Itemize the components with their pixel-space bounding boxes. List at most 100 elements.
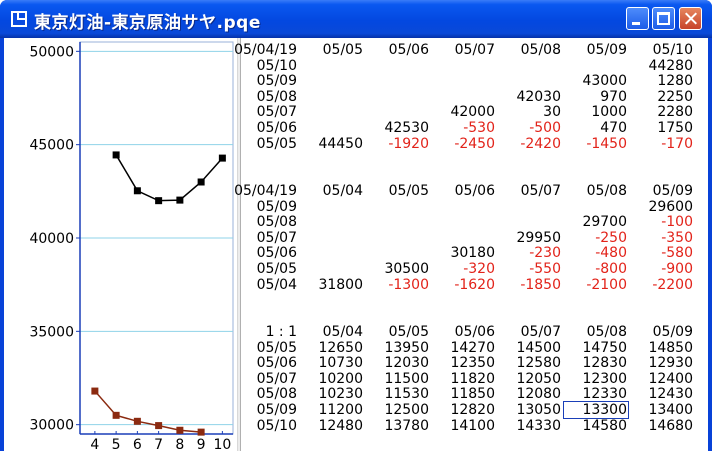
- table-cell[interactable]: -1920: [388, 135, 429, 152]
- table-row-label[interactable]: 05/06: [256, 355, 297, 372]
- close-button[interactable]: [679, 7, 702, 30]
- table-cell[interactable]: 12820: [450, 402, 495, 418]
- table-cell[interactable]: 10230: [318, 386, 363, 403]
- table-cell[interactable]: 970: [600, 88, 627, 105]
- table-cell[interactable]: 12500: [384, 402, 429, 418]
- table-cell[interactable]: 12830: [582, 355, 627, 372]
- table-cell[interactable]: 43000: [582, 73, 627, 90]
- table-header-cell[interactable]: 05/05: [322, 42, 363, 58]
- table-cell[interactable]: 29600: [648, 198, 693, 215]
- table-cell[interactable]: 14580: [582, 417, 627, 434]
- table-header-cell[interactable]: 05/08: [586, 324, 627, 340]
- table-cell[interactable]: 13300: [582, 402, 627, 418]
- table-cell[interactable]: 12030: [384, 355, 429, 372]
- table-cell[interactable]: 14680: [648, 417, 693, 434]
- table-cell[interactable]: -230: [529, 245, 561, 262]
- table-row-label[interactable]: 05/09: [256, 73, 297, 90]
- table-cell[interactable]: 14500: [516, 339, 561, 356]
- table-header-cell[interactable]: 05/09: [586, 42, 627, 58]
- table-cell[interactable]: 12930: [648, 355, 693, 372]
- table-cell[interactable]: 12650: [318, 339, 363, 356]
- table-cell[interactable]: 29950: [516, 229, 561, 246]
- table-row-label[interactable]: 05/07: [256, 104, 297, 121]
- table-header-cell[interactable]: 05/04/19: [234, 183, 297, 199]
- table-cell[interactable]: 12050: [516, 370, 561, 387]
- table-cell[interactable]: -2200: [652, 276, 693, 293]
- table-cell[interactable]: 13780: [384, 417, 429, 434]
- table-cell[interactable]: 14850: [648, 339, 693, 356]
- table-cell[interactable]: -2420: [520, 135, 561, 152]
- table-cell[interactable]: 30: [543, 104, 561, 121]
- table-cell[interactable]: -550: [529, 261, 561, 277]
- table-header-cell[interactable]: 05/07: [520, 183, 561, 199]
- table-cell[interactable]: -1300: [388, 276, 429, 293]
- table-cell[interactable]: -350: [661, 229, 693, 246]
- table-row-label[interactable]: 05/06: [256, 245, 297, 262]
- table-cell[interactable]: 30500: [384, 261, 429, 277]
- table-cell[interactable]: -100: [661, 214, 693, 231]
- table-row-label[interactable]: 05/10: [256, 57, 297, 74]
- table-cell[interactable]: 1000: [591, 104, 627, 121]
- table-cell[interactable]: 11530: [384, 386, 429, 403]
- table-cell[interactable]: 31800: [318, 276, 363, 293]
- table-cell[interactable]: 13400: [648, 402, 693, 418]
- table-cell[interactable]: 14750: [582, 339, 627, 356]
- table-cell[interactable]: -1850: [520, 276, 561, 293]
- table-cell[interactable]: 1750: [657, 120, 693, 136]
- table-cell[interactable]: 14270: [450, 339, 495, 356]
- table-cell[interactable]: 12300: [582, 370, 627, 387]
- table-cell[interactable]: 11850: [450, 386, 495, 403]
- table-cell[interactable]: 10200: [318, 370, 363, 387]
- table-row-label[interactable]: 05/06: [256, 120, 297, 136]
- table-row-label[interactable]: 05/10: [256, 417, 297, 434]
- table-header-cell[interactable]: 05/06: [454, 183, 495, 199]
- table-header-cell[interactable]: 05/04: [322, 324, 363, 340]
- table-row-label[interactable]: 05/04: [256, 276, 297, 293]
- table-cell[interactable]: 12080: [516, 386, 561, 403]
- maximize-button[interactable]: [652, 7, 675, 30]
- table-cell[interactable]: 13050: [516, 402, 561, 418]
- table-header-cell[interactable]: 05/05: [388, 324, 429, 340]
- table-row-label[interactable]: 05/05: [256, 135, 297, 152]
- minimize-button[interactable]: [626, 7, 649, 30]
- table-row-label[interactable]: 05/09: [256, 402, 297, 418]
- table-row-label[interactable]: 05/08: [256, 88, 297, 105]
- table-header-cell[interactable]: 05/06: [388, 42, 429, 58]
- table-cell[interactable]: 11200: [318, 402, 363, 418]
- table-cell[interactable]: 12580: [516, 355, 561, 372]
- table-cell[interactable]: 12480: [318, 417, 363, 434]
- table-header-cell[interactable]: 05/10: [652, 42, 693, 58]
- table-cell[interactable]: 11820: [450, 370, 495, 387]
- table-cell[interactable]: 12330: [582, 386, 627, 403]
- table-row-label[interactable]: 05/07: [256, 229, 297, 246]
- table-cell[interactable]: -250: [595, 229, 627, 246]
- table-cell[interactable]: 44450: [318, 135, 363, 152]
- table-cell[interactable]: 14100: [450, 417, 495, 434]
- table-header-cell[interactable]: 05/04/19: [234, 42, 297, 58]
- title-bar[interactable]: 東京灯油-東京原油サヤ.pqe: [0, 0, 712, 38]
- table-cell[interactable]: -480: [595, 245, 627, 262]
- table-header-cell[interactable]: 05/05: [388, 183, 429, 199]
- table-cell[interactable]: 2250: [657, 88, 693, 105]
- table-cell[interactable]: -1620: [454, 276, 495, 293]
- table-row-label[interactable]: 05/08: [256, 214, 297, 231]
- table-cell[interactable]: 470: [600, 120, 627, 136]
- table-cell[interactable]: -530: [463, 120, 495, 136]
- table-header-cell[interactable]: 05/09: [652, 324, 693, 340]
- table-header-cell[interactable]: 05/09: [652, 183, 693, 199]
- table-header-cell[interactable]: 05/08: [520, 42, 561, 58]
- pane-splitter[interactable]: [237, 38, 241, 451]
- table-cell[interactable]: 44280: [648, 57, 693, 74]
- table-row-label[interactable]: 05/05: [256, 339, 297, 356]
- table-cell[interactable]: 13950: [384, 339, 429, 356]
- table-cell[interactable]: 42530: [384, 120, 429, 136]
- table-cell[interactable]: -580: [661, 245, 693, 262]
- table-cell[interactable]: 29700: [582, 214, 627, 231]
- table-cell[interactable]: 12350: [450, 355, 495, 372]
- table-row-label[interactable]: 05/07: [256, 370, 297, 387]
- table-row-label[interactable]: 05/08: [256, 386, 297, 403]
- chart-window-icon[interactable]: [11, 11, 27, 27]
- table-cell[interactable]: 12430: [648, 386, 693, 403]
- table-row-label[interactable]: 05/05: [256, 261, 297, 277]
- table-cell[interactable]: -900: [661, 261, 693, 277]
